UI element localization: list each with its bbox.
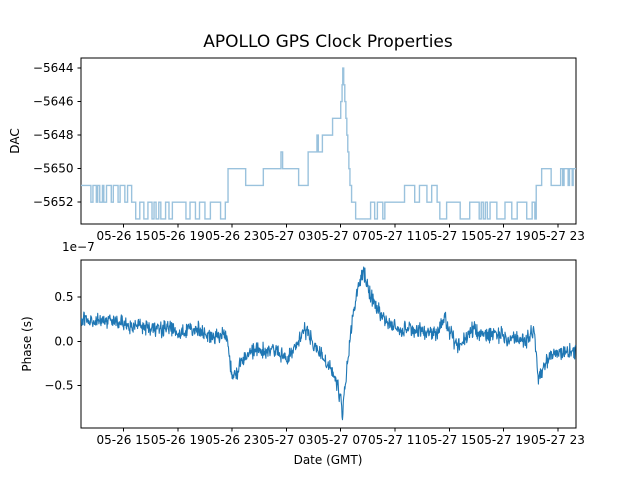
x-axis-label: Date (GMT) bbox=[293, 453, 363, 467]
x-tick-label: 05-26 15 bbox=[97, 433, 151, 447]
y-tick-label: −5644 bbox=[33, 61, 74, 75]
x-tick-label: 05-27 23 bbox=[531, 433, 585, 447]
phase-axes: 05-26 15 05-26 19 05-26 23 05-27 03 05-27 07… bbox=[44, 259, 585, 447]
x-tick-label: 05-26 19 bbox=[151, 229, 205, 243]
y-tick-label: −5648 bbox=[33, 128, 74, 142]
y-tick-label: 0.0 bbox=[54, 334, 73, 348]
x-tick-label: 05-26 15 bbox=[97, 229, 151, 243]
dac-spines bbox=[80, 57, 577, 225]
y-tick-label: −5652 bbox=[33, 195, 74, 209]
y-tick-label: −5650 bbox=[33, 162, 74, 176]
x-tick-label: 05-27 11 bbox=[368, 229, 422, 243]
x-tick-label: 05-26 23 bbox=[205, 229, 259, 243]
x-tick-label: 05-27 07 bbox=[314, 433, 368, 447]
dac-step-line bbox=[81, 67, 576, 220]
x-tick-label: 05-27 15 bbox=[422, 433, 476, 447]
y-tick-label: 0.5 bbox=[54, 290, 73, 304]
x-tick-label: 05-27 07 bbox=[314, 229, 368, 243]
x-tick-label: 05-27 19 bbox=[477, 229, 531, 243]
y-tick-label: −5646 bbox=[33, 95, 74, 109]
figure-title: APOLLO GPS Clock Properties bbox=[203, 32, 453, 52]
y-tick-label: −0.5 bbox=[44, 379, 73, 393]
x-tick-label: 05-27 19 bbox=[477, 433, 531, 447]
phase-spines bbox=[80, 259, 577, 429]
x-tick-label: 05-27 23 bbox=[531, 229, 585, 243]
x-tick-label: 05-26 23 bbox=[205, 433, 259, 447]
x-tick-label: 05-27 03 bbox=[259, 229, 313, 243]
x-tick-label: 05-27 11 bbox=[368, 433, 422, 447]
phase-offset-text: 1e−7 bbox=[62, 240, 95, 254]
phase-line bbox=[80, 266, 577, 421]
x-tick-label: 05-27 15 bbox=[422, 229, 476, 243]
x-tick-label: 05-26 19 bbox=[151, 433, 205, 447]
x-tick-label: 05-27 03 bbox=[259, 433, 313, 447]
dac-axes: 05-26 15 05-26 19 05-26 23 05-27 03 05-27 07… bbox=[33, 57, 585, 243]
